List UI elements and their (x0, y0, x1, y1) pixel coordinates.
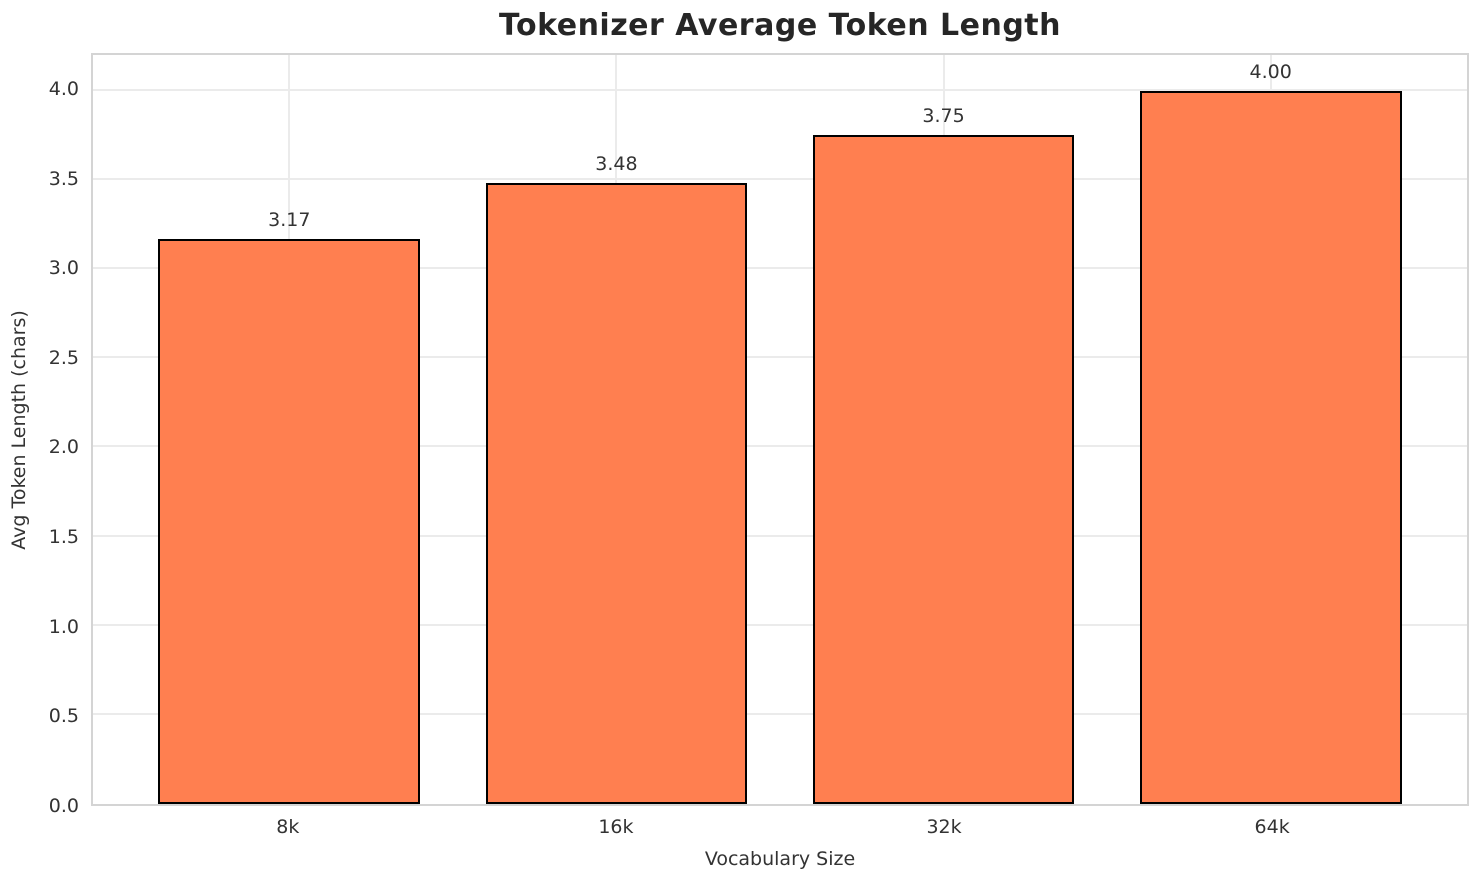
gridline-horizontal (93, 177, 1467, 180)
bar-32k (812, 135, 1075, 804)
gridline-horizontal (93, 623, 1467, 626)
x-tick-label: 8k (276, 816, 300, 838)
y-axis-title: Avg Token Length (chars) (8, 310, 30, 550)
x-tick-label: 16k (598, 816, 634, 838)
y-tick-label: 3.0 (48, 257, 79, 280)
gridline-horizontal (93, 267, 1467, 269)
bar-8k (158, 238, 421, 804)
bar-value-label: 3.48 (595, 153, 638, 176)
y-tick-label: 1.0 (48, 615, 79, 638)
bar-value-label: 3.75 (922, 105, 965, 128)
x-axis-title: Vocabulary Size (704, 848, 856, 870)
gridline-horizontal (93, 712, 1467, 715)
y-tick-label: 4.0 (48, 77, 79, 100)
bar-value-label: 3.17 (268, 208, 311, 231)
y-tick-label: 0.0 (48, 795, 79, 817)
bar-16k (485, 183, 748, 804)
chart-title: Tokenizer Average Token Length (498, 8, 1061, 43)
y-tick-label: 2.0 (48, 436, 79, 459)
bar-value-label: 4.00 (1249, 60, 1292, 83)
y-tick-label: 0.5 (48, 705, 79, 728)
gridline-horizontal (93, 534, 1467, 537)
gridline-horizontal (93, 88, 1467, 91)
plot-area: 3.17 3.48 3.75 4.00 (91, 53, 1469, 806)
y-tick-label: 2.5 (48, 346, 79, 369)
x-tick-label: 32k (926, 816, 962, 838)
y-tick-label: 1.5 (48, 526, 79, 549)
y-axis-tick-labels: 0.0 0.5 1.0 1.5 2.0 2.5 3.0 3.5 4.0 (0, 53, 79, 817)
bar-64k (1139, 90, 1402, 804)
x-tick-label: 64k (1254, 816, 1290, 838)
x-axis-tick-labels: 8k 16k 32k 64k (91, 816, 1469, 846)
gridline-horizontal (93, 356, 1467, 359)
y-tick-label: 3.5 (48, 167, 79, 190)
gridline-horizontal (93, 445, 1467, 448)
